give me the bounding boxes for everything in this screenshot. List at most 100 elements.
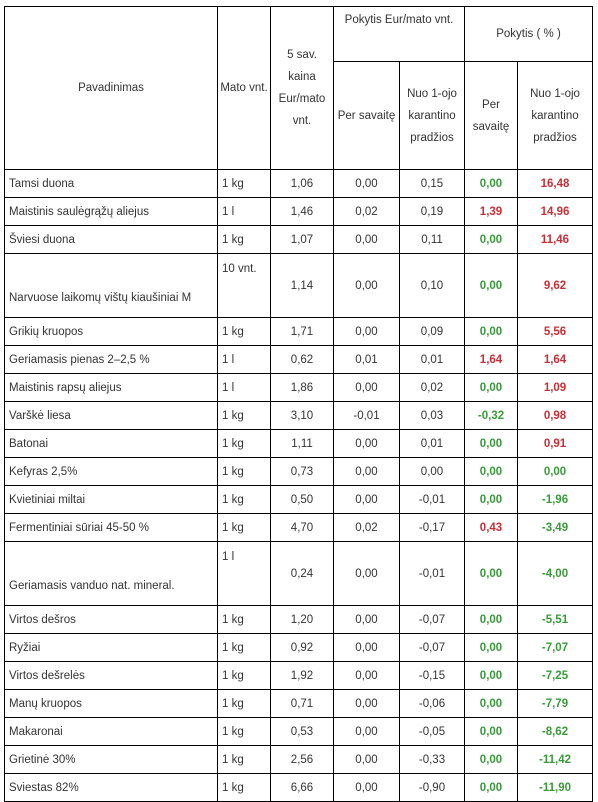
since-change-pct-cell: -8,62: [516, 717, 594, 746]
unit-cell: 1 kg: [217, 457, 271, 486]
since-change-pct-cell: 11,46: [516, 225, 594, 254]
week-change-pct-cell: 0,00: [464, 429, 518, 458]
table-row: Tamsi duona 1 kg 1,06 0,00 0,15 0,00 16,48: [4, 169, 594, 198]
product-name: Virtos dešrelės: [4, 661, 218, 690]
week-change-eur-cell: 0,00: [333, 485, 400, 514]
week-change-pct-cell: 0,00: [464, 745, 518, 774]
week-change-pct-cell: 0,00: [464, 169, 518, 198]
product-name: Batonai: [4, 429, 218, 458]
since-change-eur-cell: 0,10: [399, 253, 465, 318]
since-change-eur-cell: -0,33: [399, 745, 465, 774]
week-change-pct-cell: 1,64: [464, 345, 518, 374]
since-change-pct-cell: -3,49: [516, 513, 594, 542]
week-change-pct-cell: 0,00: [464, 717, 518, 746]
since-change-pct-cell: 0,91: [516, 429, 594, 458]
header-price: 5 sav. kaina Eur/mato vnt.: [270, 6, 334, 170]
price-cell: 1,11: [270, 429, 334, 458]
since-change-eur-cell: -0,01: [399, 485, 465, 514]
unit-cell: 1 kg: [217, 661, 271, 690]
unit-cell: 1 kg: [217, 745, 271, 774]
week-change-pct-cell: 0,00: [464, 661, 518, 690]
since-change-pct-cell: 16,48: [516, 169, 594, 198]
unit-cell: 1 kg: [217, 225, 271, 254]
week-change-pct-cell: 0,43: [464, 513, 518, 542]
table-row: Virtos dešrelės 1 kg 1,92 0,00 -0,15 0,00 -7,2…: [4, 661, 594, 690]
since-change-eur-cell: 0,01: [399, 429, 465, 458]
unit-cell: 10 vnt.: [217, 253, 271, 318]
price-cell: 1,46: [270, 197, 334, 226]
table-row: Manų kruopos 1 kg 0,71 0,00 -0,06 0,00 -7,79: [4, 689, 594, 718]
table-row: Varškė liesa 1 kg 3,10 -0,01 0,03 -0,32 0,98: [4, 401, 594, 430]
unit-cell: 1 l: [217, 373, 271, 402]
week-change-eur-cell: 0,00: [333, 429, 400, 458]
table-row: Makaronai 1 kg 0,53 0,00 -0,05 0,00 -8,62: [4, 717, 594, 746]
since-change-pct-cell: 5,56: [516, 317, 594, 346]
price-cell: 4,70: [270, 513, 334, 542]
week-change-pct-cell: 0,00: [464, 689, 518, 718]
unit-cell: 1 kg: [217, 717, 271, 746]
product-name: Kefyras 2,5%: [4, 457, 218, 486]
since-change-pct-cell: -4,00: [516, 541, 594, 606]
since-change-pct-cell: -7,07: [516, 633, 594, 662]
price-cell: 1,07: [270, 225, 334, 254]
price-cell: 0,73: [270, 457, 334, 486]
product-name: Manų kruopos: [4, 689, 218, 718]
product-name: Makaronai: [4, 717, 218, 746]
week-change-pct-cell: 1,39: [464, 197, 518, 226]
since-change-eur-cell: -0,07: [399, 605, 465, 634]
table-row: Kefyras 2,5% 1 kg 0,73 0,00 0,00 0,00 0,00: [4, 457, 594, 486]
since-change-pct-cell: -7,25: [516, 661, 594, 690]
unit-cell: 1 l: [217, 197, 271, 226]
header-since-quarantine-eur: Nuo 1-ojo karantino pradžios: [399, 61, 465, 170]
header-per-week-pct: Per savaitę: [464, 61, 518, 170]
week-change-eur-cell: 0,00: [333, 541, 400, 606]
week-change-pct-cell: 0,00: [464, 485, 518, 514]
price-cell: 3,10: [270, 401, 334, 430]
since-change-pct-cell: -11,42: [516, 745, 594, 774]
week-change-pct-cell: 0,00: [464, 373, 518, 402]
price-cell: 0,50: [270, 485, 334, 514]
since-change-pct-cell: 0,00: [516, 457, 594, 486]
price-cell: 1,20: [270, 605, 334, 634]
unit-cell: 1 kg: [217, 773, 271, 802]
since-change-eur-cell: 0,02: [399, 373, 465, 402]
since-change-pct-cell: 0,98: [516, 401, 594, 430]
week-change-eur-cell: 0,00: [333, 689, 400, 718]
price-cell: 0,24: [270, 541, 334, 606]
week-change-eur-cell: -0,01: [333, 401, 400, 430]
price-cell: 1,86: [270, 373, 334, 402]
table-row: Batonai 1 kg 1,11 0,00 0,01 0,00 0,91: [4, 429, 594, 458]
price-cell: 1,92: [270, 661, 334, 690]
header-price-label: 5 sav. kaina Eur/mato vnt.: [278, 49, 326, 127]
table-row: Virtos dešros 1 kg 1,20 0,00 -0,07 0,00 -5,51: [4, 605, 594, 634]
week-change-eur-cell: 0,00: [333, 633, 400, 662]
product-name: Tamsi duona: [4, 169, 218, 198]
table-row: Geriamasis pienas 2–2,5 % 1 l 0,62 0,01 0,01…: [4, 345, 594, 374]
since-change-pct-cell: 1,09: [516, 373, 594, 402]
price-cell: 6,66: [270, 773, 334, 802]
product-name: Šviesi duona: [4, 225, 218, 254]
since-change-pct-cell: -11,90: [516, 773, 594, 802]
week-change-eur-cell: 0,00: [333, 373, 400, 402]
since-change-eur-cell: -0,01: [399, 541, 465, 606]
since-change-eur-cell: 0,03: [399, 401, 465, 430]
unit-cell: 1 kg: [217, 169, 271, 198]
since-change-eur-cell: 0,09: [399, 317, 465, 346]
week-change-pct-cell: 0,00: [464, 457, 518, 486]
week-change-eur-cell: 0,00: [333, 457, 400, 486]
header-name: Pavadinimas: [4, 6, 218, 170]
since-change-pct-cell: 14,96: [516, 197, 594, 226]
since-change-pct-cell: 9,62: [516, 253, 594, 318]
price-cell: 1,06: [270, 169, 334, 198]
product-name: Virtos dešros: [4, 605, 218, 634]
table-row: Maistinis saulėgrąžų aliejus 1 l 1,46 0,02 0…: [4, 197, 594, 226]
unit-cell: 1 kg: [217, 605, 271, 634]
table-row: Kvietiniai miltai 1 kg 0,50 0,00 -0,01 0,00 -1…: [4, 485, 594, 514]
since-change-eur-cell: -0,07: [399, 633, 465, 662]
table-row: Sviestas 82% 1 kg 6,66 0,00 -0,90 0,00 -11,90: [4, 773, 594, 802]
since-change-eur-cell: -0,17: [399, 513, 465, 542]
product-name: Maistinis rapsų aliejus: [4, 373, 218, 402]
week-change-pct-cell: 0,00: [464, 605, 518, 634]
since-change-eur-cell: 0,11: [399, 225, 465, 254]
price-cell: 0,62: [270, 345, 334, 374]
